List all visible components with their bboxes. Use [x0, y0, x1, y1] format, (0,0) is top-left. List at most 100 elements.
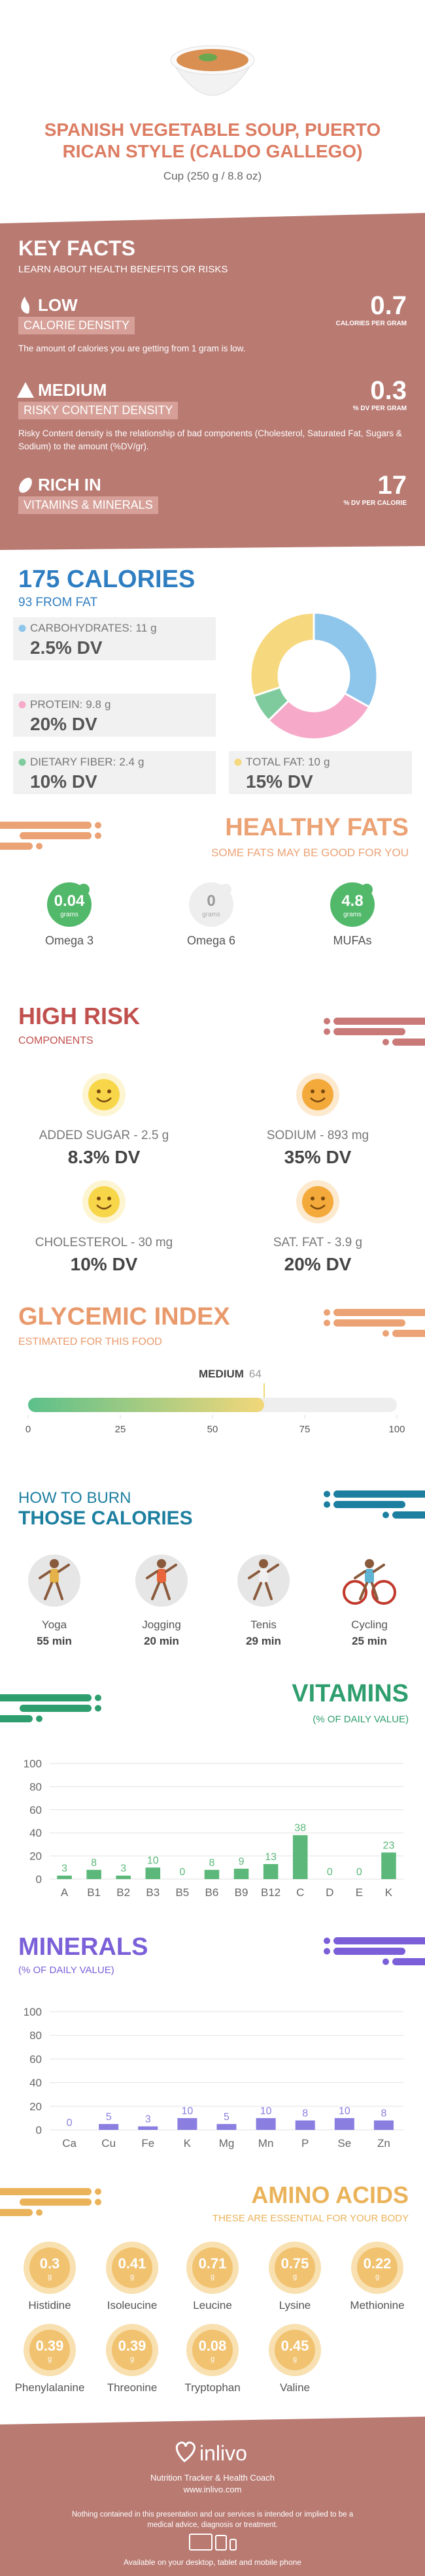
decoration [392, 1330, 425, 1337]
activity-name: Yoga [41, 1618, 67, 1631]
decoration [382, 1038, 389, 1046]
x-tick-label: 75 [299, 1424, 311, 1435]
nutrient-unit: g [104, 698, 111, 711]
y-tick-label: 100 [24, 2006, 42, 2018]
section-subtitle: SOME FATS MAY BE GOOD FOR YOU [211, 846, 409, 859]
activity-name: Jogging [142, 1618, 181, 1631]
nutrient-unit: g [137, 756, 144, 768]
badge [275, 2247, 315, 2288]
value-label: 8 [381, 2108, 386, 2119]
amino-name: Histidine [28, 2299, 71, 2311]
badge [275, 2330, 315, 2370]
risk-dv: 8.3% DV [67, 1147, 141, 1167]
smiley-eye [107, 1197, 111, 1200]
nutrient-label: TOTAL FAT: 10 g [246, 756, 333, 769]
section-title: AMINO ACIDS [251, 2182, 409, 2208]
bar [373, 2120, 394, 2130]
x-tick-label: D [326, 1886, 333, 1899]
x-tick-label: Fe [141, 2137, 154, 2149]
nutrient-label: PROTEIN: 9.8 g [30, 698, 114, 711]
section-title: 175 CALORIES [18, 566, 196, 593]
decoration [382, 1958, 389, 1965]
amino-name: Tryptophan [184, 2381, 241, 2394]
amino-unit: g [210, 2355, 215, 2363]
y-tick-label: 40 [29, 1827, 42, 1839]
x-tick-label: Se [337, 2137, 351, 2149]
nutrient-box [13, 694, 216, 737]
value-label: 23 [383, 1840, 395, 1851]
bar [292, 1835, 308, 1879]
amino-name: Phenylalanine [14, 2381, 85, 2394]
section-title: VITAMINS [292, 1680, 409, 1707]
smiley-eye [321, 1089, 325, 1093]
x-tick-label: Cu [101, 2137, 116, 2149]
decoration [333, 1309, 425, 1316]
nutrient-dot [18, 758, 26, 766]
x-tick-label: B5 [175, 1886, 189, 1899]
gi-label: MEDIUM 64 [199, 1368, 262, 1381]
activity-name: Cycling [351, 1618, 388, 1631]
value-label: 0 [327, 1867, 333, 1878]
decoration [333, 1501, 405, 1508]
x-tick-label: 0 [25, 1424, 31, 1435]
bike-wheel [371, 1580, 396, 1605]
fact-unit: % DV PER CALORIE [343, 500, 407, 507]
decoration [0, 843, 33, 850]
amino-name: Methionine [350, 2299, 405, 2311]
value-label: 5 [224, 2112, 230, 2123]
section-title: HEALTHY FATS [225, 814, 409, 841]
x-tick-label: B9 [235, 1886, 248, 1899]
nutrient-box [229, 751, 412, 794]
smiley [88, 1186, 120, 1217]
decoration [95, 1705, 101, 1712]
decoration [0, 2188, 92, 2195]
section-subtitle: ESTIMATED FOR THIS FOOD [18, 1336, 162, 1347]
figure-limbs [39, 1564, 70, 1600]
decoration [392, 1958, 425, 1965]
nutrient-dv: 10% DV [30, 771, 97, 792]
fat-value: 0.04 [54, 892, 85, 910]
y-tick-label: 80 [29, 1780, 42, 1793]
value-label: 10 [147, 1855, 159, 1866]
activity-name: Tenis [250, 1618, 277, 1631]
activity-time: 55 min [37, 1635, 72, 1647]
activity-time: 29 min [246, 1635, 281, 1647]
amino-unit: g [47, 2273, 52, 2281]
fact-unit: % DV PER GRAM [352, 405, 407, 412]
value-label: 3 [120, 1863, 126, 1875]
fact-level: LOW [38, 295, 78, 315]
section-subtitle: (% OF DAILY VALUE) [313, 1714, 409, 1725]
bar [334, 2117, 354, 2130]
smiley [302, 1079, 333, 1110]
nutrient-amount: 10 [308, 756, 320, 768]
section-subtitle: LEARN ABOUT HEALTH BENEFITS OR RISKS [18, 264, 228, 275]
y-tick-label: 0 [36, 1873, 42, 1886]
decoration [95, 2198, 101, 2206]
figure-limbs [354, 1564, 385, 1600]
value-label: 0 [67, 2117, 73, 2129]
nutrient-unit: g [323, 756, 330, 768]
amino-value: 0.39 [118, 2338, 146, 2354]
section-title: HOW TO BURN [18, 1489, 131, 1507]
decoration [333, 1018, 425, 1025]
bar [145, 1867, 161, 1879]
smiley-eye [97, 1197, 101, 1200]
value-label: 10 [181, 2106, 193, 2117]
section-subtitle: 93 FROM FAT [18, 596, 98, 609]
decoration [20, 832, 92, 839]
badge [192, 2247, 233, 2288]
figure-head [365, 1559, 374, 1568]
nutrient-box [13, 617, 216, 660]
nutrient-label: CARBOHYDRATES: 11 g [30, 622, 160, 635]
smiley-mouth [310, 1097, 326, 1103]
figure-body [50, 1569, 59, 1583]
fat-value: 4.8 [341, 892, 364, 910]
fat-name: Omega 3 [44, 934, 94, 947]
amino-value: 0.22 [363, 2255, 392, 2272]
bar [256, 2117, 276, 2130]
decoration [0, 1715, 33, 1722]
bar [99, 2123, 119, 2130]
smiley-eye [97, 1089, 101, 1093]
fact-unit: CALORIES PER GRAM [335, 320, 407, 327]
x-tick-label: Zn [377, 2137, 390, 2149]
